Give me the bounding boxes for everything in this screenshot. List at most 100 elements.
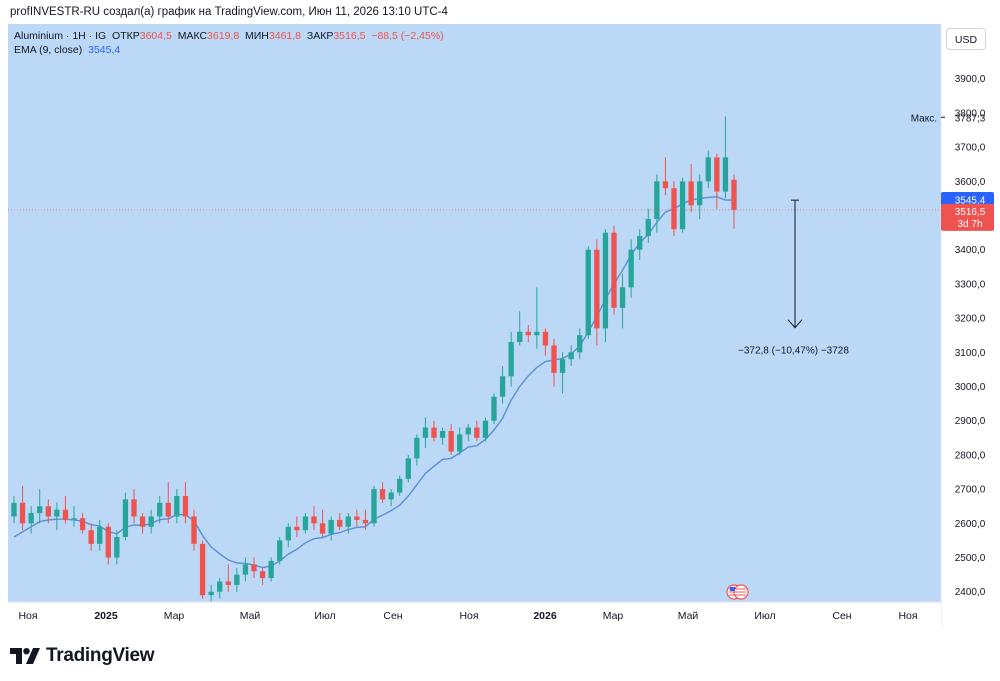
candle-body[interactable] (19, 502, 26, 524)
candle-body[interactable] (602, 232, 609, 329)
candle-body[interactable] (208, 591, 214, 596)
candle-body[interactable] (431, 427, 437, 438)
legend-ema-label[interactable]: EMA (9, close) (14, 44, 83, 56)
candle-body[interactable] (285, 526, 291, 541)
ema-price-badge-text: 3545,4 (955, 195, 986, 206)
candle-body[interactable] (362, 519, 369, 524)
candle-body[interactable] (397, 478, 403, 493)
candle-body[interactable] (534, 331, 540, 336)
candle-body[interactable] (474, 427, 480, 438)
price-axis-background[interactable] (941, 24, 994, 628)
candle-body[interactable] (551, 345, 557, 373)
candle-body[interactable] (559, 359, 566, 373)
time-tick-label: Сен (383, 610, 402, 622)
candle-body[interactable] (619, 287, 626, 308)
candle-body[interactable] (508, 342, 514, 377)
candle-body[interactable] (165, 502, 171, 517)
candle-body[interactable] (645, 218, 651, 237)
candle-body[interactable] (191, 516, 197, 544)
candle-body[interactable] (131, 499, 137, 517)
candle-body[interactable] (611, 232, 617, 308)
candle-body[interactable] (174, 495, 180, 517)
candle-body[interactable] (465, 427, 471, 435)
candle-body[interactable] (97, 526, 103, 544)
candle-body[interactable] (328, 519, 334, 534)
candle-body[interactable] (311, 516, 317, 524)
candle-body[interactable] (28, 513, 34, 524)
candle-body[interactable] (585, 249, 591, 336)
candle-body[interactable] (45, 506, 51, 517)
candle-body[interactable] (139, 516, 146, 527)
candle-body[interactable] (379, 489, 386, 500)
time-tick-label: 2025 (94, 610, 118, 622)
candle-body[interactable] (354, 516, 360, 520)
candle-body[interactable] (705, 157, 711, 182)
candle-body[interactable] (234, 574, 240, 585)
legend-high-label: МАКС (177, 30, 208, 42)
candle-body[interactable] (157, 502, 163, 517)
candle-body[interactable] (722, 157, 729, 192)
candle-body[interactable] (259, 571, 266, 579)
candle-body[interactable] (302, 516, 309, 531)
candle-body[interactable] (577, 335, 583, 353)
candle-body[interactable] (268, 560, 274, 579)
candle-body[interactable] (662, 181, 669, 189)
candle-body[interactable] (337, 519, 343, 527)
candle-body[interactable] (105, 526, 111, 558)
price-tick-label: 3600,0 (955, 177, 986, 188)
candle-body[interactable] (62, 509, 69, 520)
candle-body[interactable] (654, 181, 660, 219)
candle-body[interactable] (242, 564, 249, 575)
candle-body[interactable] (499, 376, 506, 397)
candle-body[interactable] (217, 581, 223, 592)
candle-body[interactable] (71, 518, 77, 520)
legend-symbol[interactable]: Aluminium · 1H · IG (14, 30, 107, 42)
candle-body[interactable] (414, 437, 420, 459)
candle-body[interactable] (405, 458, 411, 479)
candle-body[interactable] (37, 506, 43, 514)
candle-body[interactable] (679, 181, 686, 230)
candle-body[interactable] (182, 495, 189, 517)
candle-body[interactable] (568, 352, 574, 360)
candle-body[interactable] (388, 492, 394, 500)
candle-body[interactable] (122, 499, 129, 538)
candle-body[interactable] (11, 502, 17, 517)
candle-body[interactable] (482, 420, 489, 438)
candle-body[interactable] (714, 157, 720, 192)
candle-body[interactable] (628, 249, 634, 288)
candle-body[interactable] (697, 181, 703, 206)
candle-body[interactable] (79, 518, 86, 531)
candle-body[interactable] (671, 188, 677, 230)
price-tick-label: 3000,0 (955, 382, 986, 393)
candle-body[interactable] (457, 434, 463, 452)
candle-body[interactable] (517, 331, 523, 343)
candle-body[interactable] (114, 537, 120, 558)
candle-body[interactable] (439, 430, 446, 438)
candle-body[interactable] (371, 489, 377, 524)
candle-body[interactable] (277, 540, 283, 561)
legend-ema-row: EMA (9, close) 3545,4 (14, 44, 120, 56)
candle-body[interactable] (345, 516, 351, 527)
candle-body[interactable] (199, 543, 206, 596)
candle-body[interactable] (594, 249, 600, 329)
candle-body[interactable] (731, 179, 737, 210)
candle-body[interactable] (637, 236, 643, 250)
candle-body[interactable] (319, 523, 326, 534)
candle-body[interactable] (225, 581, 231, 585)
candle-body[interactable] (88, 530, 94, 544)
candle-body[interactable] (542, 331, 549, 346)
candle-body[interactable] (148, 516, 154, 527)
candle-body[interactable] (688, 181, 694, 206)
currency-button[interactable]: USD (946, 28, 986, 50)
candle-body[interactable] (448, 430, 454, 452)
candle-body[interactable] (491, 396, 497, 421)
flag-canton (730, 587, 735, 591)
time-axis-background[interactable] (8, 602, 941, 628)
candle-body[interactable] (294, 526, 300, 531)
candle-body[interactable] (251, 564, 257, 572)
candle-body[interactable] (54, 509, 60, 517)
candle-body[interactable] (525, 331, 531, 336)
candle-body[interactable] (422, 427, 429, 438)
